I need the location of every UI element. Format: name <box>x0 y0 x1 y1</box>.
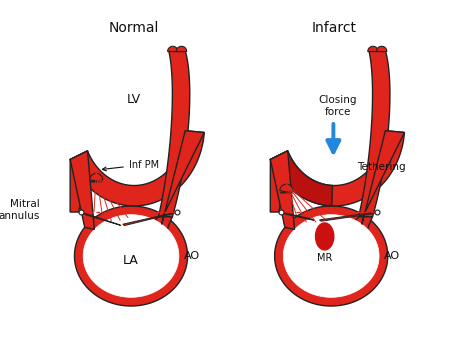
Polygon shape <box>162 131 204 224</box>
Polygon shape <box>362 131 404 224</box>
Text: LV: LV <box>127 93 141 106</box>
Polygon shape <box>270 151 294 230</box>
Polygon shape <box>376 46 387 52</box>
Polygon shape <box>270 131 404 206</box>
Polygon shape <box>270 151 332 206</box>
Polygon shape <box>70 131 204 206</box>
Text: LA: LA <box>123 254 139 267</box>
Polygon shape <box>347 217 373 252</box>
Ellipse shape <box>316 223 334 250</box>
Text: Mitral
annulus: Mitral annulus <box>0 199 40 221</box>
Polygon shape <box>83 215 179 297</box>
Text: Inf PM: Inf PM <box>102 160 159 171</box>
Polygon shape <box>74 206 188 306</box>
Polygon shape <box>90 173 103 182</box>
Polygon shape <box>280 184 293 193</box>
Polygon shape <box>70 151 88 212</box>
Polygon shape <box>123 212 177 226</box>
Polygon shape <box>176 46 187 52</box>
Polygon shape <box>81 212 121 226</box>
Text: AO: AO <box>384 251 400 261</box>
Polygon shape <box>283 215 379 297</box>
Polygon shape <box>368 46 378 52</box>
Polygon shape <box>270 151 288 212</box>
Polygon shape <box>158 52 190 217</box>
Polygon shape <box>319 212 377 221</box>
Text: MR: MR <box>317 253 332 263</box>
Text: Closing
force: Closing force <box>319 95 357 117</box>
Polygon shape <box>168 46 178 52</box>
Text: AO: AO <box>184 251 200 261</box>
Polygon shape <box>281 212 314 220</box>
Text: Normal: Normal <box>109 21 159 35</box>
Polygon shape <box>359 52 390 217</box>
Polygon shape <box>274 206 388 306</box>
Polygon shape <box>70 151 94 230</box>
Text: Infarct: Infarct <box>312 21 357 35</box>
Text: Tethering: Tethering <box>357 162 406 172</box>
Polygon shape <box>147 217 173 252</box>
